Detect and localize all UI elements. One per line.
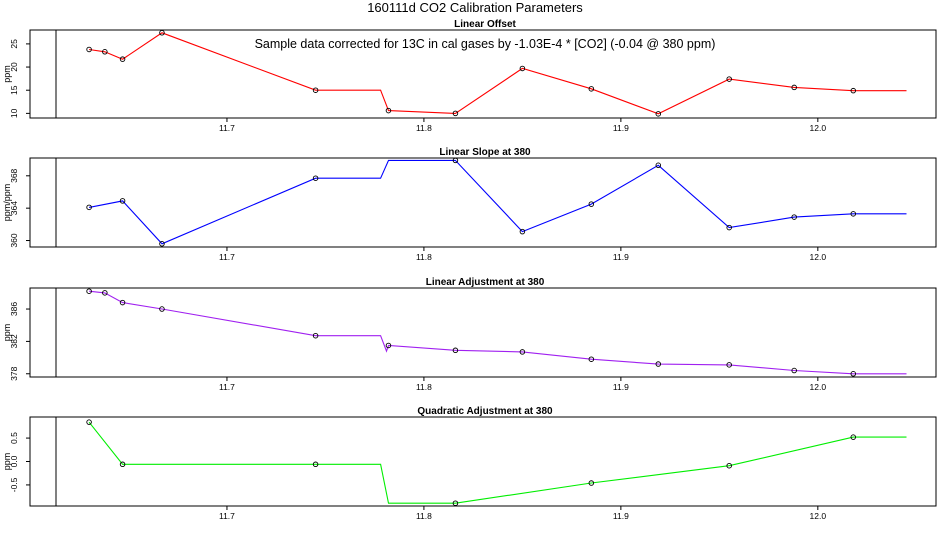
y-tick-label: 0.0 [9,455,19,467]
data-point [102,49,108,55]
series-line [88,159,907,245]
data-point [312,87,319,93]
plot-box [29,29,937,119]
data-point [312,461,319,468]
x-tick-label: 11.8 [416,382,432,392]
y-tick-label: 378 [9,366,19,380]
data-point [791,367,797,374]
x-tick-label: 11.9 [613,382,629,392]
data-point [452,157,459,164]
x-tick-label: 11.8 [416,511,432,521]
y-tick-label: 386 [9,302,19,316]
y-tick-label: 15 [9,85,19,95]
data-point [119,461,126,468]
data-point [452,500,459,506]
data-point [385,107,392,114]
x-tick-label: 11.9 [613,252,629,262]
series-line [89,32,907,115]
y-tick-label: 360 [9,233,19,247]
figure-annotation: Sample data corrected for 13C in cal gas… [255,37,716,51]
data-point [86,288,92,294]
x-tick-label: 11.7 [219,511,235,521]
data-point [102,290,108,296]
x-tick-label: 11.8 [416,123,432,133]
data-point [791,84,797,91]
data-point [86,204,92,211]
panel-title: Linear Slope at 380 [439,147,531,158]
data-point [791,214,797,220]
data-point [385,342,392,349]
x-tick-label: 11.7 [219,123,235,133]
panel-title: Linear Adjustment at 380 [426,277,545,288]
data-point [159,241,165,247]
y-tick-label: 364 [9,201,19,215]
panel-1: Linear Offset ppm 10 15 20 25 11.7 11.8 11.9 12.0 [2,19,937,133]
y-tick-label: -0.5 [9,477,19,492]
data-point [655,162,662,169]
data-point [850,434,857,440]
y-tick-label: 382 [9,334,19,348]
data-point [850,211,857,217]
data-point [588,480,595,486]
series-line [88,421,907,504]
y-axis-label: ppm [2,324,12,342]
y-tick-label: 20 [9,62,19,72]
data-point [726,224,732,231]
x-tick-label: 12.0 [810,382,827,392]
panel-2: Linear Slope at 380 ppm/ppm 360 364 368 11.7 1… [2,147,937,262]
data-point [119,198,126,204]
data-point [452,347,459,354]
data-point [159,306,165,312]
data-point [452,110,459,117]
x-tick-label: 12.0 [810,511,827,521]
plot-box [29,157,937,248]
y-axis-label: ppm [2,453,12,471]
x-tick-label: 12.0 [810,252,827,262]
panel-title: Quadratic Adjustment at 380 [417,406,553,417]
panels: Linear Offset ppm 10 15 20 25 11.7 11.8 11.9 12.0… [2,19,937,521]
panel-4: Quadratic Adjustment at 380 ppm -0.5 0.0 0.5… [2,406,937,521]
data-point [519,65,526,72]
data-point [655,111,662,117]
series-line [89,290,907,375]
data-point [519,228,526,235]
panel-3: Linear Adjustment at 380 ppm 378 382 386 11.7… [2,277,937,392]
data-point [588,201,595,207]
data-point [726,362,732,368]
plot-box [29,416,937,507]
panel-title: Linear Offset [454,19,516,30]
data-point [312,175,319,181]
data-point [86,46,92,53]
y-tick-label: 10 [9,108,19,118]
data-point [850,87,857,94]
x-tick-label: 11.7 [219,252,235,262]
x-tick-label: 11.9 [613,511,629,521]
plot-box [29,287,937,378]
y-tick-label: 0.5 [9,432,19,444]
data-point [588,86,595,92]
y-tick-label: 25 [9,39,19,49]
x-tick-label: 11.7 [219,382,235,392]
data-point [86,419,92,425]
data-point [119,56,126,62]
x-tick-label: 11.9 [613,123,629,133]
x-tick-label: 12.0 [810,123,827,133]
data-point [850,371,857,377]
data-point [588,356,595,362]
data-point [726,76,732,82]
data-point [655,361,662,367]
y-axis-label: ppm [2,65,12,83]
y-tick-label: 368 [9,168,19,182]
figure-title: 160111d CO2 Calibration Parameters [367,0,583,15]
data-point [312,332,319,339]
data-point [119,299,126,306]
x-tick-label: 11.8 [416,252,432,262]
data-point [726,462,732,469]
data-point [159,30,165,36]
y-axis-label: ppm/ppm [2,184,12,222]
data-point [519,349,526,355]
